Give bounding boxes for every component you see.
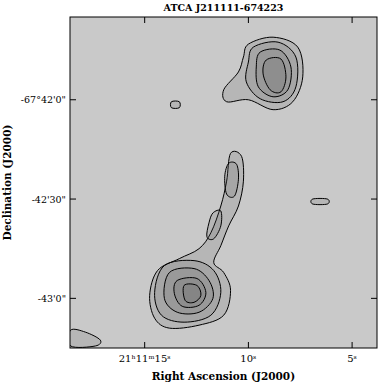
y-tick	[371, 199, 377, 200]
x-tick-label: 10ˢ	[240, 353, 256, 364]
x-tick	[144, 342, 145, 348]
y-tick	[371, 99, 377, 100]
contour	[256, 49, 291, 97]
contour	[263, 57, 286, 92]
contour	[164, 268, 214, 314]
y-tick	[371, 298, 377, 299]
plot-background	[70, 17, 377, 348]
x-tick	[352, 342, 353, 348]
y-tick	[70, 199, 76, 200]
y-tick-label: -67°42'0"	[21, 94, 66, 105]
y-tick-label: -42'30"	[32, 194, 66, 205]
x-axis-title: Right Ascension (J2000)	[152, 370, 295, 382]
x-tick	[144, 17, 145, 23]
contour	[225, 162, 239, 197]
x-tick	[352, 17, 353, 23]
contour	[170, 101, 180, 108]
contour-group	[70, 37, 329, 347]
y-tick-label: -43'0"	[38, 293, 66, 304]
contour	[150, 151, 244, 328]
contour	[174, 278, 206, 308]
contour	[223, 37, 303, 110]
x-tick-label: 5ˢ	[347, 353, 357, 364]
x-tick	[248, 342, 249, 348]
contour	[246, 42, 298, 103]
x-tick	[248, 17, 249, 23]
contour	[70, 329, 101, 347]
y-axis-title: Declination (J2000)	[1, 125, 13, 241]
chart: 21ʰ11ᵐ15ˢ 10ˢ 5ˢ -67°42'0" -42'30" -43'0" ATCA…	[0, 0, 383, 387]
plot-frame	[70, 17, 377, 348]
contour	[183, 284, 201, 303]
contour	[311, 198, 329, 204]
x-tick-label: 21ʰ11ᵐ15ˢ	[119, 353, 171, 364]
y-tick	[70, 99, 76, 100]
y-tick	[70, 298, 76, 299]
title: ATCA J211111-674223	[163, 2, 284, 13]
contour	[207, 210, 222, 240]
contour	[155, 260, 221, 322]
